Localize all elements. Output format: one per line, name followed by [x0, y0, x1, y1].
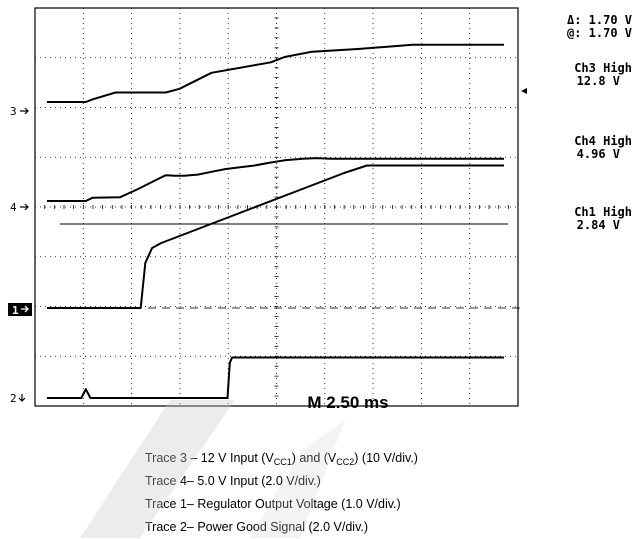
svg-text:4: 4	[10, 201, 17, 214]
caption-trace-4: Trace 4– 5.0 V Input (2.0 V/div.)	[145, 474, 321, 488]
ch1-high-name: Ch1 High	[574, 205, 632, 219]
svg-text:2: 2	[10, 392, 17, 405]
channel-4-marker: 4	[10, 201, 29, 214]
channel-2-marker: 2	[10, 392, 26, 405]
caption-trace-1: Trace 1– Regulator Output Voltage (1.0 V…	[145, 497, 401, 511]
channel-markers: 3 4 1 2	[8, 105, 32, 405]
trace-3-line	[47, 43, 504, 103]
caption-trace-3: Trace 3 – 12 V Input (VCC1) and (VCC2) (…	[145, 451, 418, 467]
trace-1-line	[47, 164, 504, 309]
ch4-high-value: 4.96 V	[576, 147, 620, 161]
trigger-level-icon	[521, 88, 527, 94]
ch3-high-value: 12.8 V	[576, 74, 620, 88]
svg-text:1: 1	[12, 304, 19, 317]
caption-trace-2: Trace 2– Power Good Signal (2.0 V/div.)	[145, 520, 369, 534]
traces	[47, 43, 504, 399]
graticule	[34, 7, 519, 407]
trace-2-line	[47, 356, 504, 399]
trace-legend: Trace 3 – 12 V Input (VCC1) and (VCC2) (…	[145, 447, 418, 539]
oscilloscope-plot: 3 4 1 2	[8, 7, 527, 407]
channel-3-marker: 3	[10, 105, 29, 118]
cursor-delta-readout: Δ: 1.70 V	[566, 13, 632, 27]
ch3-high-name: Ch3 High	[574, 61, 632, 75]
trace-4-line	[47, 157, 504, 202]
ch4-high-name: Ch4 High	[574, 134, 632, 148]
channel-1-marker: 1	[8, 303, 32, 317]
timebase-label: M 2.50 ms	[307, 393, 389, 412]
svg-text:3: 3	[10, 105, 17, 118]
reference-lines	[60, 223, 520, 309]
cursor-at-readout: @: 1.70 V	[566, 26, 632, 40]
ch1-high-value: 2.84 V	[576, 218, 620, 232]
